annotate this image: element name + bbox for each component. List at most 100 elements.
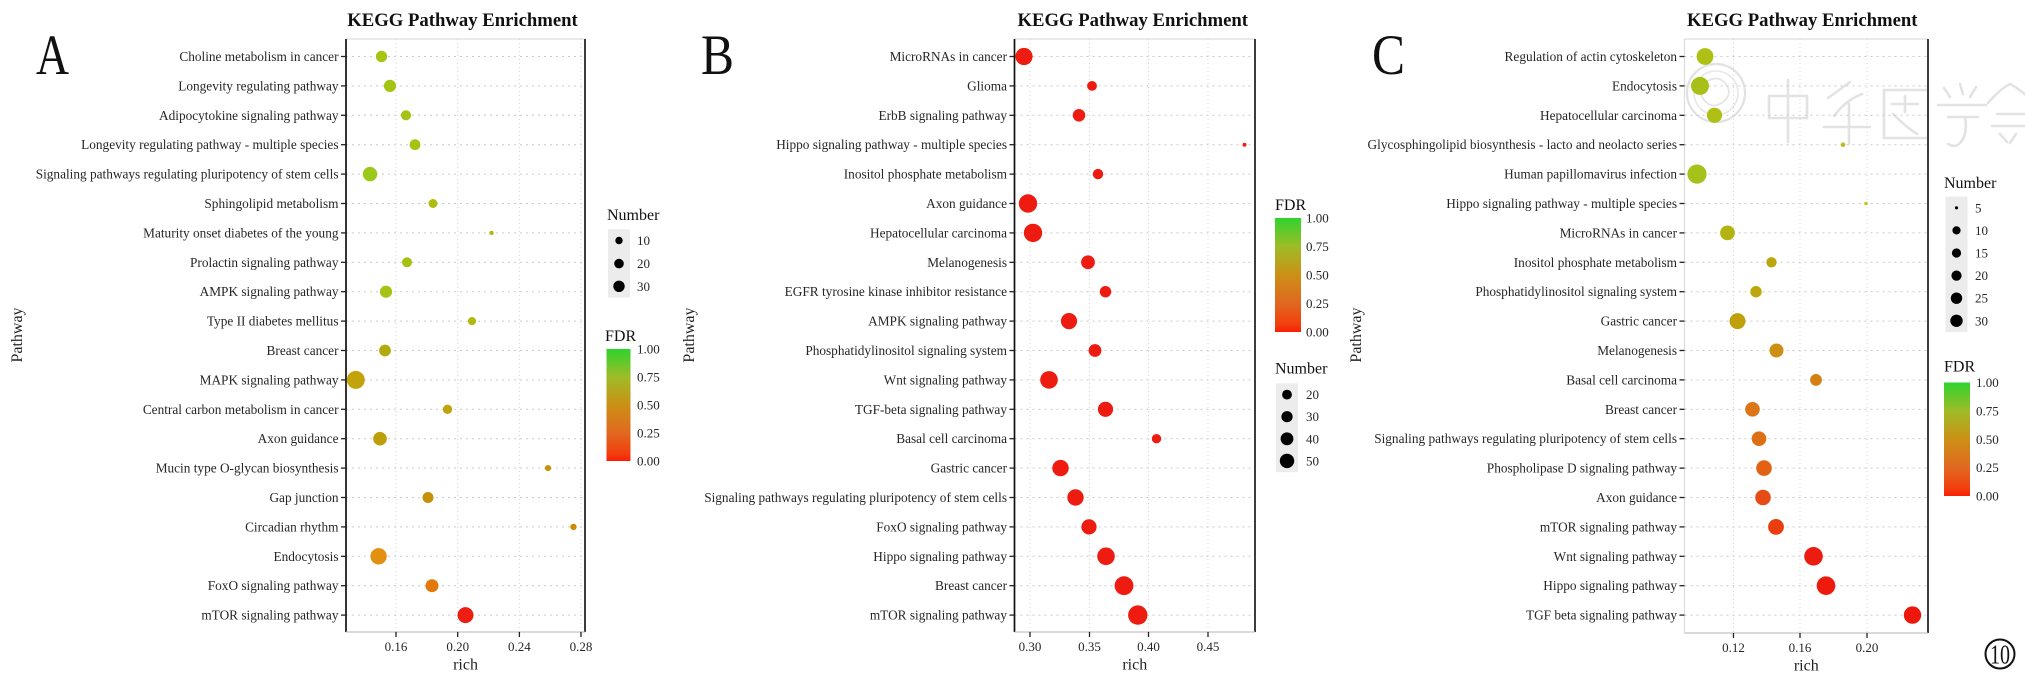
svg-text:0.25: 0.25 bbox=[1306, 296, 1329, 311]
svg-text:Wnt signaling pathway: Wnt signaling pathway bbox=[1554, 549, 1678, 564]
svg-text:Basal cell carcinoma: Basal cell carcinoma bbox=[896, 431, 1007, 446]
svg-text:C: C bbox=[1372, 24, 1405, 87]
svg-text:Hippo signaling pathway: Hippo signaling pathway bbox=[873, 549, 1007, 564]
svg-text:1.00: 1.00 bbox=[1306, 211, 1329, 226]
svg-text:mTOR signaling pathway: mTOR signaling pathway bbox=[870, 608, 1007, 623]
svg-text:Wnt signaling pathway: Wnt signaling pathway bbox=[884, 372, 1008, 387]
svg-text:B: B bbox=[701, 24, 734, 87]
svg-text:25: 25 bbox=[1975, 291, 1988, 306]
svg-text:Axon guidance: Axon guidance bbox=[258, 431, 339, 446]
svg-text:0.45: 0.45 bbox=[1197, 639, 1220, 654]
svg-text:0.00: 0.00 bbox=[1306, 325, 1329, 340]
svg-text:Phosphatidylinositol signaling: Phosphatidylinositol signaling system bbox=[805, 343, 1007, 358]
svg-text:0.16: 0.16 bbox=[1789, 640, 1812, 655]
svg-text:0.00: 0.00 bbox=[637, 454, 660, 469]
svg-text:Basal cell carcinoma: Basal cell carcinoma bbox=[1566, 372, 1677, 387]
svg-text:Phospholipase D signaling path: Phospholipase D signaling pathway bbox=[1487, 461, 1678, 476]
svg-text:0.20: 0.20 bbox=[446, 639, 469, 654]
svg-text:0.40: 0.40 bbox=[1137, 639, 1160, 654]
svg-text:1.00: 1.00 bbox=[637, 342, 660, 357]
svg-text:Hippo signaling pathway - mult: Hippo signaling pathway - multiple speci… bbox=[1446, 196, 1677, 211]
svg-text:Melanogenesis: Melanogenesis bbox=[927, 255, 1007, 270]
svg-text:0.30: 0.30 bbox=[1019, 639, 1042, 654]
svg-text:rich: rich bbox=[1794, 658, 1819, 675]
svg-text:EGFR tyrosine kinase inhibitor: EGFR tyrosine kinase inhibitor resistanc… bbox=[785, 284, 1007, 299]
svg-text:Choline metabolism in cancer: Choline metabolism in cancer bbox=[179, 49, 339, 64]
svg-text:rich: rich bbox=[1122, 657, 1147, 674]
svg-text:Human papillomavirus infection: Human papillomavirus infection bbox=[1504, 167, 1677, 182]
svg-text:FoxO signaling pathway: FoxO signaling pathway bbox=[876, 519, 1007, 534]
svg-text:0.50: 0.50 bbox=[1976, 432, 1999, 447]
svg-text:FDR: FDR bbox=[1275, 197, 1306, 214]
svg-text:Phosphatidylinositol signaling: Phosphatidylinositol signaling system bbox=[1475, 284, 1677, 299]
svg-text:20: 20 bbox=[1975, 268, 1988, 283]
svg-text:Gastric cancer: Gastric cancer bbox=[931, 461, 1008, 476]
svg-text:0.24: 0.24 bbox=[508, 639, 531, 654]
svg-text:Axon guidance: Axon guidance bbox=[1596, 490, 1677, 505]
svg-text:10: 10 bbox=[637, 233, 650, 248]
svg-text:Endocytosis: Endocytosis bbox=[1612, 78, 1677, 93]
svg-text:0.50: 0.50 bbox=[1306, 268, 1329, 283]
svg-text:rich: rich bbox=[453, 657, 478, 674]
svg-text:FDR: FDR bbox=[1944, 359, 1975, 376]
svg-text:Glycosphingolipid biosynthesis: Glycosphingolipid biosynthesis - lacto a… bbox=[1368, 137, 1677, 152]
svg-text:0.75: 0.75 bbox=[637, 370, 660, 385]
svg-text:Endocytosis: Endocytosis bbox=[273, 549, 338, 564]
svg-text:A: A bbox=[36, 24, 69, 87]
svg-text:FoxO signaling pathway: FoxO signaling pathway bbox=[208, 578, 339, 593]
svg-text:Longevity regulating pathway -: Longevity regulating pathway - multiple … bbox=[81, 137, 338, 152]
svg-text:MicroRNAs in cancer: MicroRNAs in cancer bbox=[890, 49, 1008, 64]
svg-text:30: 30 bbox=[637, 279, 650, 294]
svg-text:TGF-beta signaling pathway: TGF-beta signaling pathway bbox=[855, 402, 1007, 417]
svg-text:15: 15 bbox=[1975, 246, 1988, 261]
svg-text:0.75: 0.75 bbox=[1306, 239, 1329, 254]
svg-text:Melanogenesis: Melanogenesis bbox=[1597, 343, 1677, 358]
svg-text:Sphingolipid metabolism: Sphingolipid metabolism bbox=[204, 196, 339, 211]
svg-text:0.00: 0.00 bbox=[1976, 489, 1999, 504]
svg-text:0.16: 0.16 bbox=[385, 639, 408, 654]
svg-text:KEGG Pathway Enrichment: KEGG Pathway Enrichment bbox=[347, 10, 578, 31]
svg-text:20: 20 bbox=[637, 256, 650, 271]
svg-text:Pathway: Pathway bbox=[681, 307, 698, 362]
svg-text:Hepatocellular carcinoma: Hepatocellular carcinoma bbox=[1540, 108, 1677, 123]
svg-text:MicroRNAs in cancer: MicroRNAs in cancer bbox=[1560, 225, 1678, 240]
svg-text:Gap junction: Gap junction bbox=[269, 490, 338, 505]
svg-text:Adipocytokine signaling pathwa: Adipocytokine signaling pathway bbox=[159, 108, 339, 123]
svg-text:FDR: FDR bbox=[605, 328, 636, 345]
svg-text:Signaling pathways regulating: Signaling pathways regulating pluripoten… bbox=[1374, 431, 1677, 446]
svg-text:10: 10 bbox=[1990, 640, 2010, 670]
svg-text:KEGG Pathway Enrichment: KEGG Pathway Enrichment bbox=[1687, 10, 1918, 31]
svg-text:Pathway: Pathway bbox=[9, 307, 26, 362]
svg-text:0.25: 0.25 bbox=[637, 426, 660, 441]
svg-text:Signaling pathways regulating: Signaling pathways regulating pluripoten… bbox=[36, 167, 339, 182]
svg-text:AMPK signaling pathway: AMPK signaling pathway bbox=[868, 314, 1007, 329]
svg-text:0.25: 0.25 bbox=[1976, 460, 1999, 475]
svg-text:Regulation of actin cytoskelet: Regulation of actin cytoskeleton bbox=[1505, 49, 1678, 64]
svg-text:Longevity regulating pathway: Longevity regulating pathway bbox=[178, 78, 339, 93]
svg-text:Type II diabetes mellitus: Type II diabetes mellitus bbox=[207, 314, 339, 329]
svg-text:Inositol phosphate metabolism: Inositol phosphate metabolism bbox=[844, 167, 1008, 182]
svg-text:0.50: 0.50 bbox=[637, 398, 660, 413]
svg-text:Breast cancer: Breast cancer bbox=[267, 343, 340, 358]
svg-text:AMPK signaling pathway: AMPK signaling pathway bbox=[200, 284, 339, 299]
svg-text:40: 40 bbox=[1306, 431, 1319, 446]
svg-text:Number: Number bbox=[607, 207, 660, 224]
svg-text:Pathway: Pathway bbox=[1348, 307, 1365, 362]
svg-text:0.75: 0.75 bbox=[1976, 403, 1999, 418]
svg-text:Prolactin signaling pathway: Prolactin signaling pathway bbox=[190, 255, 339, 270]
svg-text:ErbB signaling pathway: ErbB signaling pathway bbox=[878, 108, 1007, 123]
svg-text:30: 30 bbox=[1306, 409, 1319, 424]
svg-text:Maturity onset diabetes of the: Maturity onset diabetes of the young bbox=[143, 225, 339, 240]
svg-text:mTOR signaling pathway: mTOR signaling pathway bbox=[201, 608, 338, 623]
svg-text:Number: Number bbox=[1275, 361, 1328, 378]
svg-text:20: 20 bbox=[1306, 387, 1319, 402]
svg-text:Number: Number bbox=[1944, 175, 1997, 192]
svg-text:Central carbon metabolism in c: Central carbon metabolism in cancer bbox=[143, 402, 339, 417]
svg-text:0.28: 0.28 bbox=[570, 639, 593, 654]
svg-text:1.00: 1.00 bbox=[1976, 375, 1999, 390]
svg-text:Breast cancer: Breast cancer bbox=[1605, 402, 1678, 417]
svg-text:Mucin type O-glycan biosynthes: Mucin type O-glycan biosynthesis bbox=[156, 461, 339, 476]
svg-text:10: 10 bbox=[1975, 223, 1988, 238]
svg-text:Glioma: Glioma bbox=[967, 78, 1007, 93]
svg-text:0.20: 0.20 bbox=[1856, 640, 1879, 655]
